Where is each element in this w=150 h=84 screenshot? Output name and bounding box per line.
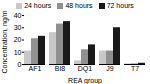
svg-text:DQ1: DQ1 xyxy=(78,65,93,73)
svg-text:Concentration, ng/mL: Concentration, ng/mL xyxy=(1,11,9,73)
svg-text:30: 30 xyxy=(14,24,22,31)
svg-text:10: 10 xyxy=(14,48,22,55)
svg-text:T7: T7 xyxy=(131,65,139,72)
html-text:48 hours: 48 hours xyxy=(65,2,93,9)
svg-text:J9: J9 xyxy=(106,65,114,72)
svg-text:20: 20 xyxy=(14,36,22,43)
svg-text:REA group: REA group xyxy=(68,77,102,84)
svg-text:40: 40 xyxy=(14,12,22,19)
html-text:24 hours: 24 hours xyxy=(24,2,52,9)
svg-text:AF1: AF1 xyxy=(29,65,42,72)
svg-text:BI8: BI8 xyxy=(55,65,66,72)
html-text:72 hours: 72 hours xyxy=(106,2,134,9)
svg-text:0: 0 xyxy=(18,61,22,68)
